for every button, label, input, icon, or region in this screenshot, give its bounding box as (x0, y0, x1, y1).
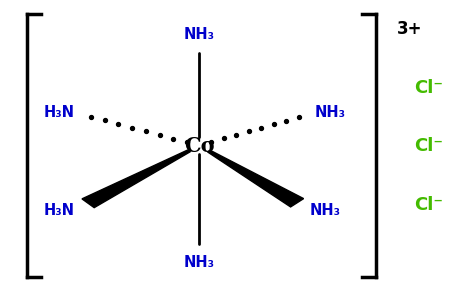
Point (283, 118, 290, 123)
Text: H₃N: H₃N (44, 105, 74, 120)
Text: NH₃: NH₃ (310, 203, 341, 218)
Text: Co: Co (184, 136, 215, 155)
Polygon shape (208, 150, 304, 207)
Point (232, 133, 240, 137)
Text: H₃N: H₃N (44, 203, 74, 218)
Text: Cl⁻: Cl⁻ (414, 136, 443, 155)
Point (208, 140, 215, 144)
Text: Cl⁻: Cl⁻ (414, 79, 443, 97)
Point (257, 125, 265, 130)
Text: Cl⁻: Cl⁻ (414, 196, 443, 214)
Point (115, 122, 122, 126)
Point (220, 136, 228, 141)
Point (87, 114, 95, 119)
Text: NH₃: NH₃ (184, 27, 215, 42)
Text: 3+: 3+ (397, 20, 423, 38)
Point (183, 140, 191, 145)
Point (142, 129, 150, 134)
Point (101, 118, 109, 123)
Point (128, 125, 136, 130)
Point (270, 122, 277, 127)
Polygon shape (82, 150, 191, 208)
Text: NH₃: NH₃ (315, 105, 346, 120)
Point (156, 133, 164, 137)
Point (170, 136, 177, 141)
Text: NH₃: NH₃ (184, 255, 215, 270)
Point (245, 129, 253, 134)
Point (295, 115, 302, 119)
